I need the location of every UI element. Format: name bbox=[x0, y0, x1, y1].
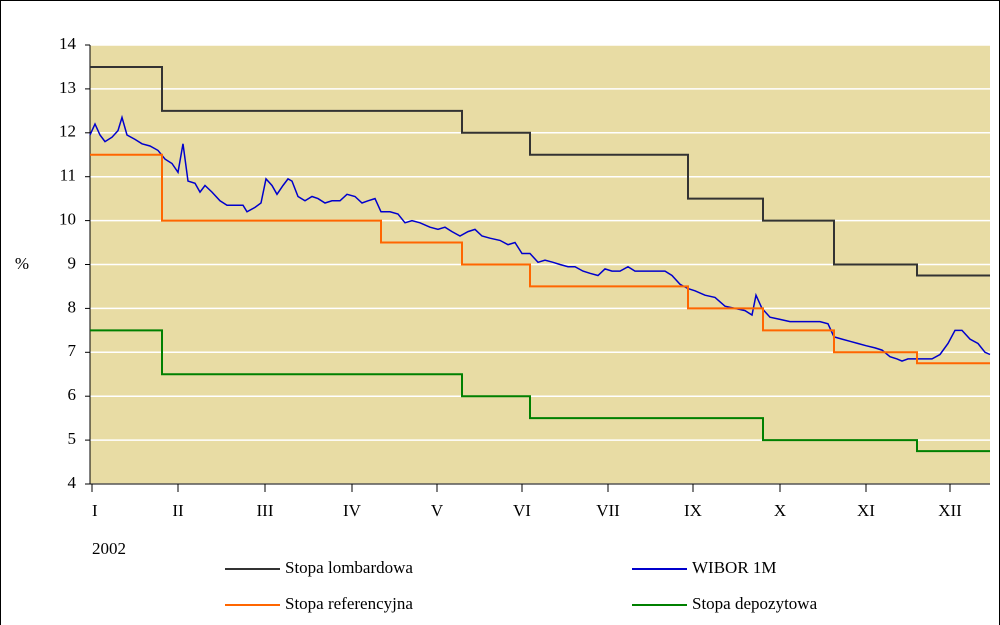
y-tick-label: 4 bbox=[68, 473, 77, 492]
y-tick-label: 8 bbox=[68, 297, 77, 316]
legend-label: WIBOR 1M bbox=[692, 558, 777, 577]
y-tick-label: 6 bbox=[68, 385, 77, 404]
x-tick-label: III bbox=[257, 501, 274, 520]
y-tick-label: 11 bbox=[60, 166, 76, 185]
y-tick-label: 7 bbox=[68, 341, 77, 360]
x-tick-label: IV bbox=[343, 501, 362, 520]
x-tick-label: V bbox=[431, 501, 444, 520]
series-line bbox=[89, 114, 991, 362]
x-tick-label: I bbox=[92, 501, 98, 520]
x-tick-label: XI bbox=[857, 501, 875, 520]
y-tick-label: 12 bbox=[59, 122, 76, 141]
x-tick-label: XII bbox=[938, 501, 962, 520]
legend-label: Stopa depozytowa bbox=[692, 594, 818, 613]
x-tick-label: II bbox=[172, 501, 184, 520]
y-tick-label: 13 bbox=[59, 78, 76, 97]
y-axis-label: % bbox=[15, 254, 29, 273]
x-tick-label: IX bbox=[684, 501, 702, 520]
y-tick-label: 5 bbox=[68, 429, 77, 448]
y-tick-label: 14 bbox=[59, 34, 77, 53]
series-line bbox=[90, 329, 990, 453]
series-line bbox=[90, 153, 990, 365]
legend-label: Stopa referencyjna bbox=[285, 594, 413, 613]
x-tick-label: X bbox=[774, 501, 786, 520]
year-label: 2002 bbox=[92, 539, 126, 558]
x-tick-label: VII bbox=[596, 501, 620, 520]
legend-label: Stopa lombardowa bbox=[285, 558, 413, 577]
series-line bbox=[90, 66, 990, 277]
y-tick-label: 10 bbox=[59, 210, 76, 229]
y-tick-label: 9 bbox=[68, 253, 77, 272]
x-tick-label: VI bbox=[513, 501, 531, 520]
